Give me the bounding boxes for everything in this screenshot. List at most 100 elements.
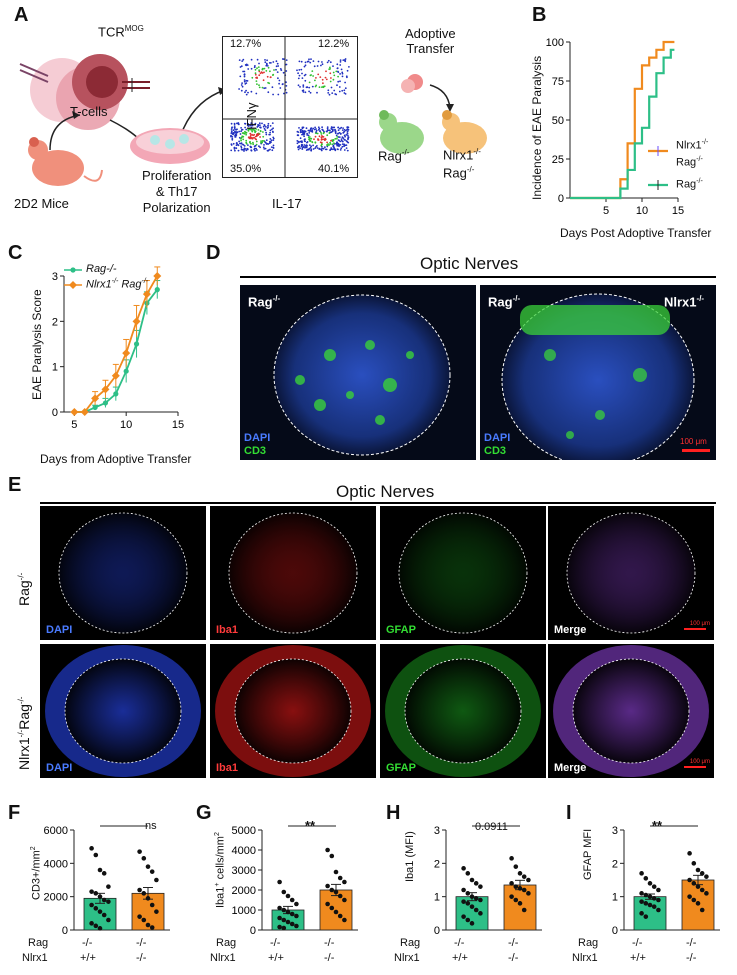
flow-dot	[258, 122, 261, 125]
micrograph-e-r2-iba1: Iba1	[210, 644, 376, 778]
flow-dot	[257, 123, 259, 126]
flow-dot	[233, 146, 236, 149]
e-channel-label: DAPI	[46, 624, 73, 636]
data-point	[285, 893, 291, 899]
flow-dot	[329, 80, 332, 83]
data-point	[509, 856, 514, 861]
flow-dot	[275, 68, 277, 71]
flow-dot	[321, 78, 324, 81]
flow-dot	[333, 126, 336, 129]
data-point	[289, 897, 295, 903]
data-point	[154, 909, 159, 914]
flow-dot	[269, 125, 272, 127]
x-tick-label: 10	[636, 205, 648, 217]
data-point	[137, 849, 142, 854]
genotype-label: -/-	[454, 937, 465, 949]
data-point	[149, 925, 155, 930]
flow-dot	[297, 146, 300, 148]
flow-dot	[329, 143, 332, 145]
flow-dot	[253, 128, 255, 131]
flow-dot	[259, 146, 261, 149]
data-point	[687, 877, 692, 883]
panel-e-title: Optic Nerves	[336, 482, 435, 501]
flow-dot	[324, 146, 326, 149]
flow-dot	[305, 146, 308, 149]
data-point	[478, 884, 483, 889]
flow-dot	[318, 86, 321, 88]
flow-dot	[266, 127, 269, 129]
data-point	[281, 917, 287, 923]
data-point	[695, 901, 701, 906]
y-tick-label: 2000	[232, 885, 256, 897]
flow-dot	[262, 146, 265, 149]
flow-dot	[231, 137, 234, 140]
flow-dot	[321, 63, 324, 66]
flow-dot	[324, 76, 327, 79]
flow-dot	[300, 60, 303, 63]
flow-dot	[240, 146, 243, 149]
flow-dot	[240, 139, 242, 142]
y-tick-label: 3	[612, 825, 618, 837]
flow-dot	[259, 136, 261, 138]
flow-dot	[336, 144, 339, 147]
i-ylabel: GFAP MFI	[582, 828, 594, 880]
flow-dot	[316, 65, 319, 67]
flow-dot	[246, 124, 249, 127]
data-point	[639, 891, 644, 896]
data-point	[106, 884, 111, 889]
flow-dot	[238, 130, 241, 133]
flow-dot	[239, 142, 241, 145]
flow-dot	[252, 143, 255, 146]
flow-dot	[310, 149, 313, 152]
data-point	[465, 891, 471, 896]
flow-dot	[308, 147, 311, 150]
flow-dot	[253, 148, 256, 151]
data-point	[325, 901, 330, 907]
flow-dot	[335, 93, 338, 96]
panel-label-f: F	[8, 802, 21, 824]
panel-label-i: I	[566, 802, 572, 824]
d-scale-bar	[682, 449, 710, 452]
data-point	[704, 874, 709, 879]
flow-dot	[334, 130, 337, 132]
flow-dot	[241, 82, 243, 84]
data-point	[699, 907, 705, 913]
data-point	[465, 917, 471, 923]
flow-dot	[242, 138, 245, 141]
chart-b-xlabel: Days Post Adoptive Transfer	[560, 226, 712, 240]
data-point	[277, 924, 282, 930]
flow-dot	[305, 144, 307, 147]
flow-dot	[261, 86, 264, 89]
flow-dot	[306, 141, 308, 144]
flow-dot	[299, 131, 302, 134]
flow-dot	[285, 63, 288, 66]
panel-label-g: G	[196, 802, 212, 824]
flow-dot	[264, 125, 267, 128]
flow-dot	[239, 66, 242, 68]
flow-dot	[340, 138, 343, 140]
flow-dot	[276, 62, 279, 65]
micrograph-e-r1-dapi: DAPI	[40, 506, 206, 640]
flow-dot	[340, 147, 343, 150]
micrograph-d-nlrx1	[480, 285, 716, 460]
flow-dot	[238, 59, 241, 61]
flow-dot	[310, 145, 313, 148]
e-scale-label: 100 μm	[689, 621, 710, 627]
data-point	[521, 874, 527, 879]
flow-dot	[270, 139, 273, 142]
data-point	[89, 921, 94, 926]
flow-dot	[285, 91, 288, 94]
genotype-label: Rag	[216, 937, 237, 949]
flow-dot	[297, 77, 300, 80]
flow-dot	[262, 135, 265, 138]
flow-dot	[300, 128, 302, 131]
flow-dot	[255, 140, 258, 143]
flow-dot	[312, 75, 314, 77]
flow-dot	[238, 136, 241, 139]
flow-dot	[241, 128, 243, 131]
flow-dot	[262, 79, 265, 82]
e-scale-label: 100 μm	[689, 759, 710, 765]
genotype-label: -/-	[508, 937, 519, 949]
iba1-cells-bar-chart: 0 1000 2000 3000 4000 5000	[232, 825, 358, 937]
data-point	[691, 861, 697, 866]
